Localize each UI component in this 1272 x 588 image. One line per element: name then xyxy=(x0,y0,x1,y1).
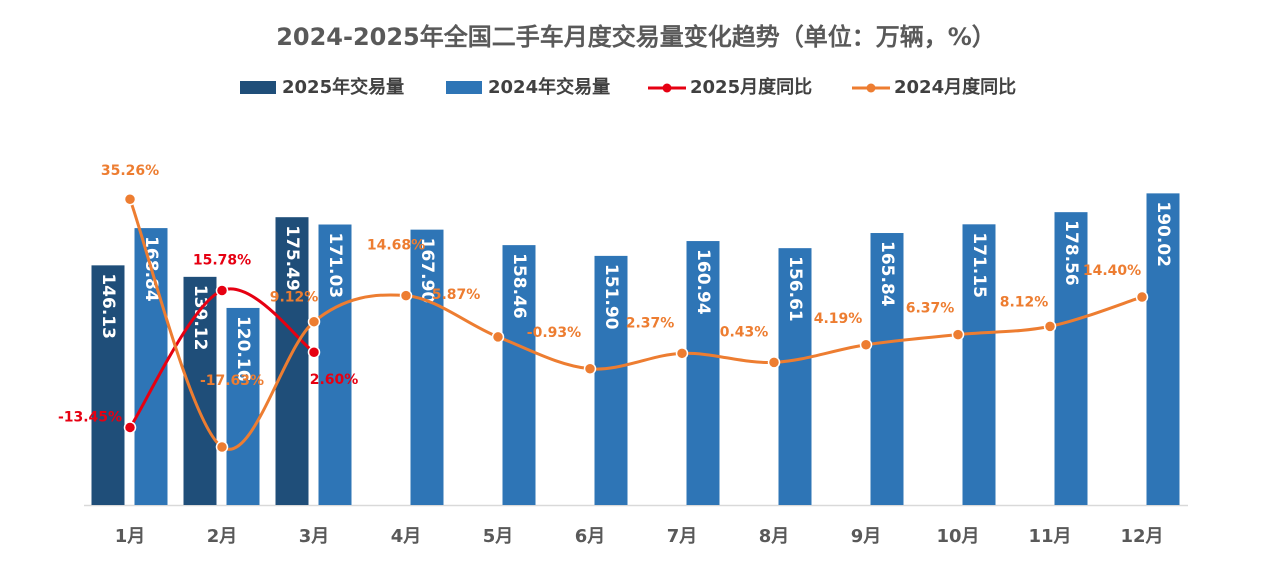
line-value-label: 2.60% xyxy=(310,372,359,388)
line-point xyxy=(1135,290,1149,304)
line-point xyxy=(1043,320,1057,333)
line-point xyxy=(951,328,965,341)
bar xyxy=(183,276,217,505)
line-point xyxy=(123,192,137,206)
line-point xyxy=(215,284,229,297)
bar-value-label: 156.61 xyxy=(785,256,805,322)
x-tick-label: 9月 xyxy=(851,526,882,547)
legend-swatch xyxy=(446,81,482,94)
bar xyxy=(594,255,628,505)
line-point xyxy=(399,289,413,302)
bar xyxy=(91,265,125,505)
line-value-label: 4.19% xyxy=(814,311,863,327)
bar-value-label: 178.56 xyxy=(1061,220,1081,286)
x-tick-label: 5月 xyxy=(483,526,514,547)
bar-value-label: 171.03 xyxy=(325,233,345,299)
line-point xyxy=(123,421,137,434)
x-tick-label: 11月 xyxy=(1028,526,1071,547)
line-value-label: -13.45% xyxy=(58,409,122,425)
line-value-label: 35.26% xyxy=(101,163,159,179)
bar-value-label: 120.16 xyxy=(233,316,253,382)
bar xyxy=(778,248,812,505)
line-point xyxy=(583,362,597,376)
chart-title: 2024-2025年全国二手车月度交易量变化趋势（单位：万辆，%） xyxy=(276,23,996,51)
bar xyxy=(1146,193,1180,506)
x-tick-label: 7月 xyxy=(667,526,698,547)
legend-swatch xyxy=(662,83,672,93)
bar-value-label: 158.46 xyxy=(509,253,529,319)
bar xyxy=(318,224,352,505)
line-point xyxy=(859,338,873,352)
x-tick-label: 4月 xyxy=(391,526,422,547)
bar xyxy=(275,217,309,505)
line-value-label: 8.12% xyxy=(1000,294,1049,310)
bar xyxy=(1054,212,1088,505)
line-point xyxy=(215,440,229,454)
line-value-label: 5.87% xyxy=(432,287,481,303)
line-point xyxy=(307,345,321,359)
line-value-label: -0.93% xyxy=(527,325,581,341)
x-tick-label: 10月 xyxy=(936,526,979,547)
x-tick-label: 3月 xyxy=(299,526,330,547)
x-tick-label: 12月 xyxy=(1120,526,1163,547)
legend-label: 2024年交易量 xyxy=(488,76,610,98)
legend-label: 2025月度同比 xyxy=(690,76,812,98)
bar-value-label: 171.15 xyxy=(969,232,989,298)
bar-value-label: 165.84 xyxy=(877,241,897,307)
line-value-label: -17.63% xyxy=(200,373,264,389)
bar-value-label: 160.94 xyxy=(693,249,713,315)
legend-label: 2024月度同比 xyxy=(894,76,1016,98)
bar xyxy=(962,224,996,505)
x-tick-label: 8月 xyxy=(759,526,790,547)
bar-value-label: 151.90 xyxy=(601,264,621,330)
bar-value-label: 167.90 xyxy=(417,238,437,304)
line-value-label: 15.78% xyxy=(193,252,251,268)
bar-value-label: 146.13 xyxy=(98,273,118,339)
line-value-label: 0.43% xyxy=(720,324,769,340)
line-value-label: 14.68% xyxy=(367,238,425,254)
line-point xyxy=(767,356,781,369)
x-tick-label: 6月 xyxy=(575,526,606,547)
bar xyxy=(226,307,260,505)
line-value-label: 2.37% xyxy=(626,315,675,331)
bar xyxy=(686,241,720,505)
bar-value-label: 190.02 xyxy=(1153,201,1173,267)
bar-value-label: 139.12 xyxy=(190,285,210,351)
bar xyxy=(502,245,536,505)
bar xyxy=(134,228,168,505)
legend-label: 2025年交易量 xyxy=(282,76,404,98)
legend-swatch xyxy=(240,81,276,94)
bar xyxy=(870,233,904,505)
line-point xyxy=(307,315,321,328)
bar-value-label: 175.49 xyxy=(282,225,302,291)
line-value-label: 6.37% xyxy=(906,301,955,317)
x-tick-label: 2月 xyxy=(207,526,238,547)
legend-swatch xyxy=(866,83,876,93)
x-tick-label: 1月 xyxy=(115,526,146,547)
line-value-label: 9.12% xyxy=(270,290,319,306)
bar xyxy=(410,229,444,506)
line-point xyxy=(491,330,505,344)
line-point xyxy=(675,347,689,360)
line-value-label: 14.40% xyxy=(1083,263,1141,279)
